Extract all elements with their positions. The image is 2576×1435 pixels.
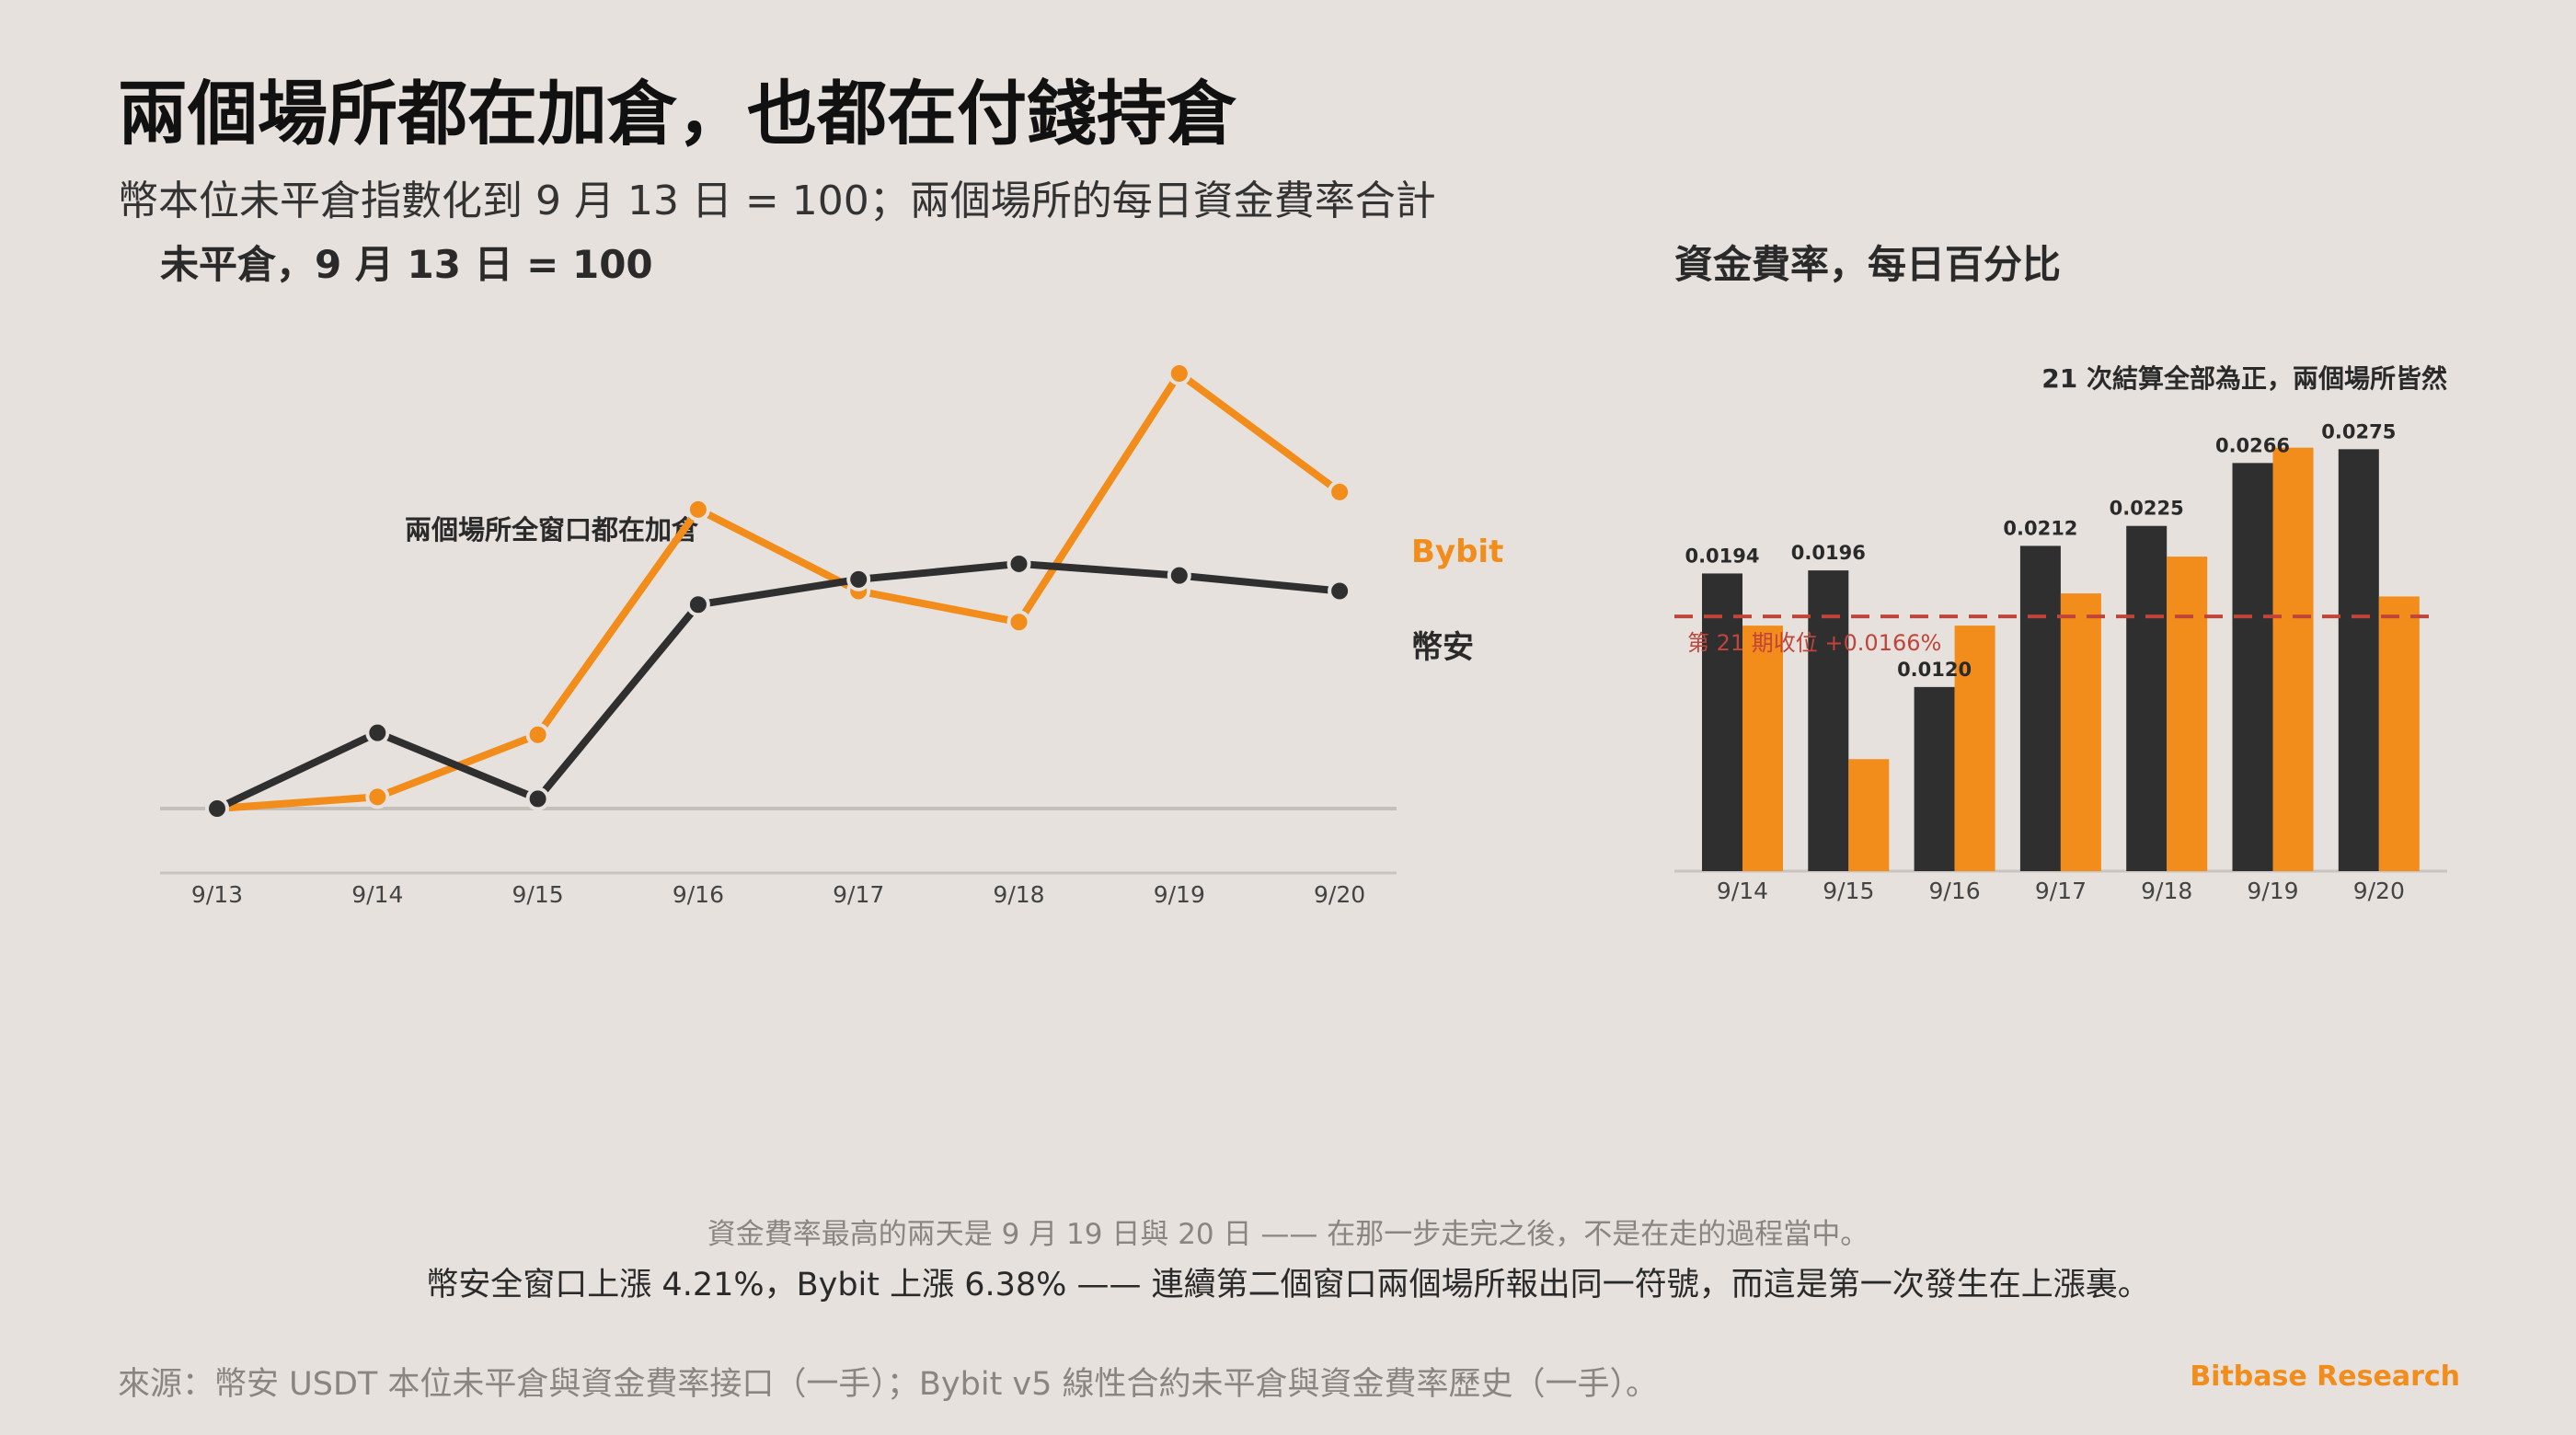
- bybit-series-label: Bybit: [1411, 534, 1504, 570]
- bar-chart-subtitle: 21 次結算全部為正，兩個場所皆然: [2041, 363, 2447, 394]
- binance-bar-value-label: 0.0120: [1897, 659, 1972, 681]
- binance-series-label: 幣安: [1411, 629, 1474, 666]
- binance-bar: [1914, 686, 1955, 871]
- reference-line-label: 第 21 期收位 +0.0166%: [1687, 630, 1941, 656]
- bar-x-tick-label: 9/14: [1717, 878, 1768, 904]
- page-title: 兩個場所都在加倉，也都在付錢持倉: [118, 73, 1236, 155]
- bybit-point: [1328, 479, 1352, 504]
- line-x-tick-label: 9/20: [1314, 881, 1365, 908]
- bar-x-tick-label: 9/17: [2035, 878, 2087, 904]
- bybit-bar: [2378, 596, 2420, 871]
- bybit-bar: [2272, 447, 2314, 871]
- line-chart-annotation: 兩個場所全窗口都在加倉: [405, 514, 699, 545]
- bybit-point: [525, 722, 550, 747]
- bybit-bar: [1954, 626, 1995, 871]
- binance-bar: [2232, 463, 2273, 871]
- bar-chart-title: 資金費率，每日百分比: [1674, 242, 2062, 287]
- binance-bar-value-label: 0.0225: [2110, 498, 2184, 520]
- binance-point: [525, 786, 550, 811]
- binance-point: [205, 796, 229, 821]
- bybit-point: [1167, 362, 1191, 386]
- line-chart-title: 未平倉，9 月 13 日 = 100: [160, 242, 653, 287]
- line-x-tick-label: 9/14: [351, 881, 403, 908]
- line-x-tick-label: 9/16: [673, 881, 724, 908]
- source-note: 來源：幣安 USDT 本位未平倉與資金費率接口（一手）；Bybit v5 線性合…: [118, 1366, 1659, 1403]
- binance-bar: [2338, 449, 2379, 871]
- binance-bar-value-label: 0.0275: [2321, 420, 2396, 442]
- bybit-bar: [1742, 626, 1783, 871]
- binance-point: [365, 720, 390, 745]
- binance-bar: [2126, 525, 2168, 871]
- page-subtitle: 幣本位未平倉指數化到 9 月 13 日 = 100；兩個場所的每日資金費率合計: [118, 178, 1436, 224]
- bybit-point: [685, 497, 710, 522]
- line-x-tick-label: 9/19: [1154, 881, 1205, 908]
- bar-x-tick-label: 9/19: [2247, 878, 2298, 904]
- line-x-tick-label: 9/13: [191, 881, 243, 908]
- bybit-point: [1006, 610, 1031, 635]
- bybit-bar: [1848, 759, 1890, 871]
- binance-point: [1167, 563, 1191, 588]
- binance-point: [1006, 551, 1031, 576]
- bar-x-tick-label: 9/15: [1823, 878, 1874, 904]
- line-x-tick-label: 9/18: [993, 881, 1044, 908]
- binance-point: [1328, 579, 1352, 603]
- bybit-bar: [2167, 557, 2208, 871]
- binance-bar: [2019, 545, 2061, 871]
- bar-x-tick-label: 9/18: [2141, 878, 2192, 904]
- footnote-summary: 幣安全窗口上漲 4.21%，Bybit 上漲 6.38% —— 連續第二個窗口兩…: [426, 1267, 2150, 1303]
- bar-x-tick-label: 9/16: [1929, 878, 1981, 904]
- bybit-bar: [2060, 593, 2101, 871]
- brand-logo-text: Bitbase Research: [2190, 1360, 2460, 1393]
- binance-series-line: [213, 559, 1344, 812]
- binance-bar-value-label: 0.0212: [2003, 517, 2077, 539]
- binance-bar-value-label: 0.0194: [1685, 545, 1759, 567]
- line-x-tick-label: 9/15: [512, 881, 564, 908]
- line-x-tick-label: 9/17: [833, 881, 884, 908]
- footnote-funding: 資金費率最高的兩天是 9 月 19 日與 20 日 —— 在那一步走完之後，不是…: [707, 1218, 1869, 1251]
- bar-x-tick-label: 9/20: [2353, 878, 2405, 904]
- binance-point: [685, 592, 710, 617]
- binance-bar-value-label: 0.0196: [1791, 542, 1866, 564]
- binance-bar: [1702, 573, 1742, 871]
- binance-point: [846, 567, 871, 591]
- bybit-point: [365, 785, 390, 809]
- bybit-series-line: [213, 370, 1344, 812]
- binance-bar: [1808, 570, 1849, 871]
- binance-bar-value-label: 0.0266: [2215, 434, 2290, 456]
